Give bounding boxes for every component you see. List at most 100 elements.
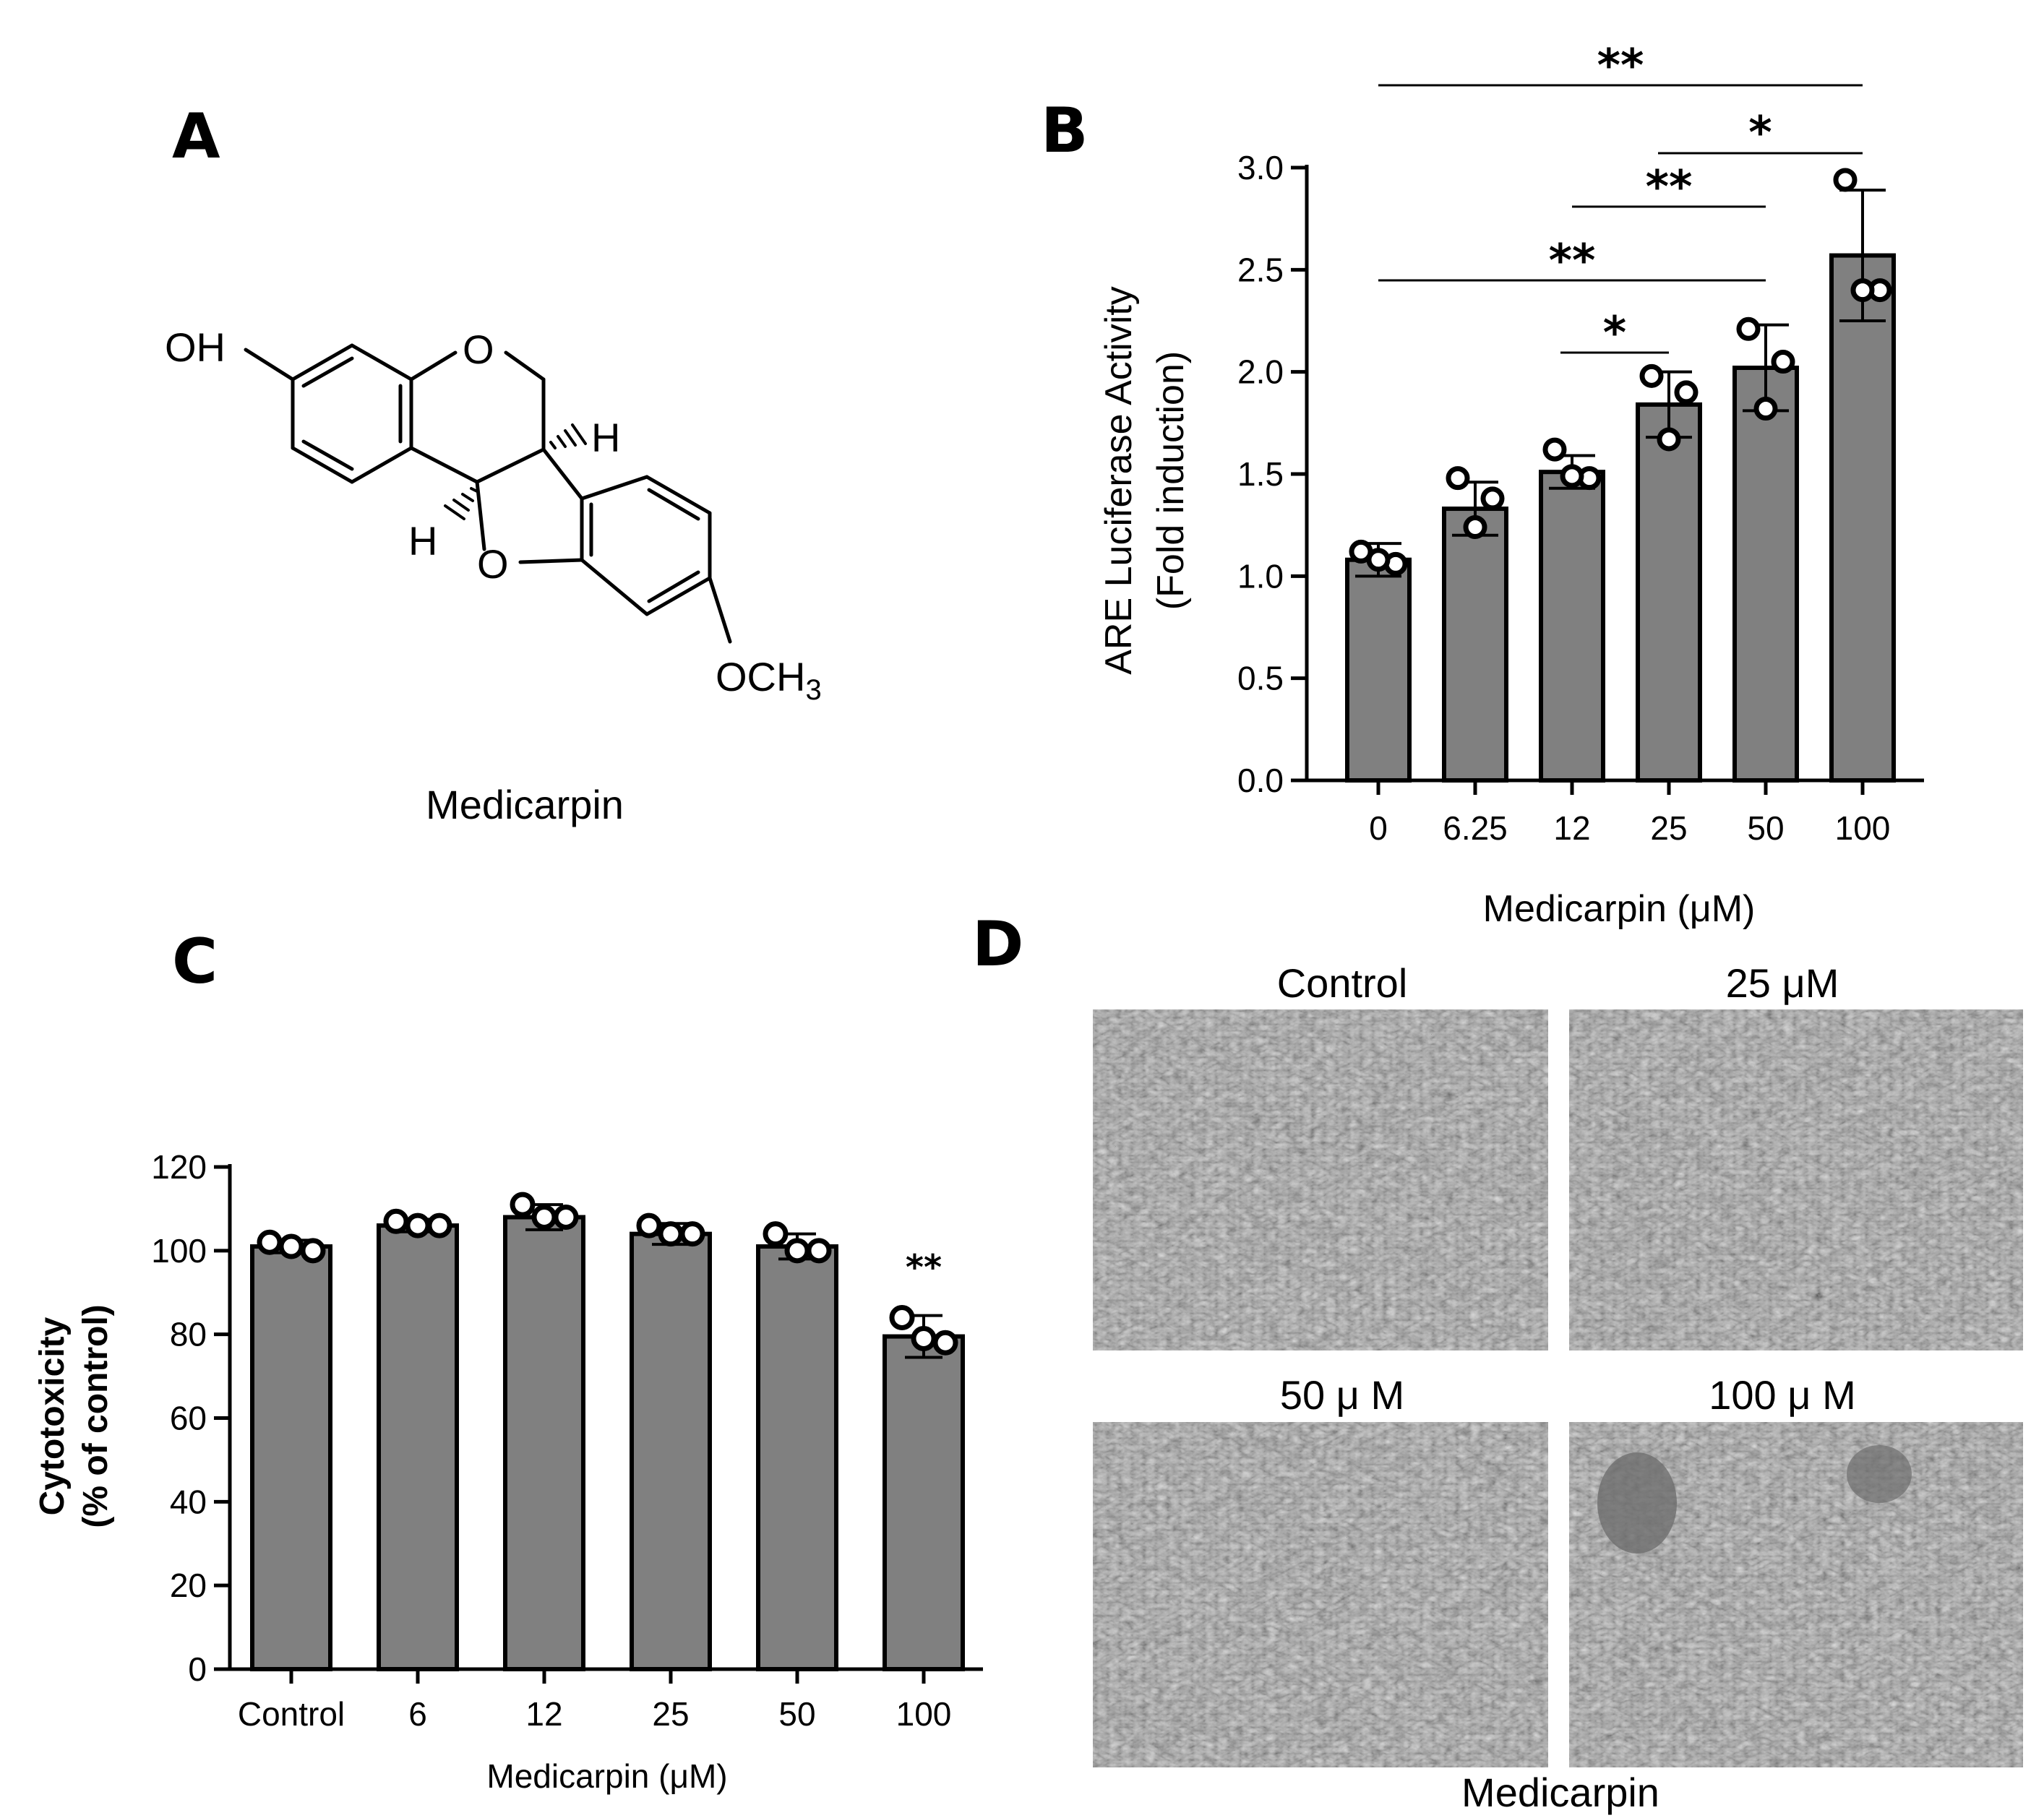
micrograph-grid: Control 25 μM 50 μ M 100 μ M Medicarpin: [1093, 960, 2023, 1815]
micrograph-50um: [1093, 1422, 1548, 1767]
x-tick-label: 100: [1835, 809, 1891, 847]
micrograph-100um-dark-region: [1597, 1452, 1677, 1554]
atom-h-left: H: [408, 518, 437, 564]
panel-letter-a: A: [172, 100, 220, 173]
x-tick-label: 50: [1747, 809, 1784, 847]
micrograph-caption: Medicarpin: [1461, 1770, 1659, 1815]
hashed-bond-right: [549, 423, 587, 449]
significance-label: **: [1549, 234, 1596, 287]
y-tick-label: 0.5: [1237, 660, 1284, 697]
bar-12: [1539, 470, 1605, 783]
chart-c-xlabel: Medicarpin (μM): [486, 1757, 727, 1795]
atom-oh: OH: [165, 324, 226, 370]
bar-6.25: [1442, 507, 1508, 783]
significance-label: **: [1597, 39, 1644, 92]
data-point: [1674, 380, 1699, 405]
atom-o-furan: O: [477, 541, 509, 587]
micrograph-100um: [1569, 1422, 2023, 1767]
data-point: [636, 1212, 662, 1238]
bar-25: [630, 1231, 712, 1671]
x-tick-label: 25: [1650, 809, 1687, 847]
data-point: [383, 1208, 409, 1234]
micrograph-label-25: 25 μM: [1726, 960, 1839, 1006]
data-point: [1542, 437, 1567, 462]
bar-50: [756, 1244, 838, 1671]
bar-6: [377, 1223, 459, 1672]
chart-c: 0 20 40 60 80 100 120 Control 6 12 25 50 100 ** Medic…: [33, 1148, 983, 1795]
data-point: [658, 1221, 684, 1247]
atom-och3: OCH3: [716, 654, 822, 706]
data-point: [426, 1212, 452, 1238]
y-tick-label: 80: [170, 1316, 207, 1353]
bar-100: [883, 1334, 965, 1671]
micrograph-100um-dark-region-2: [1847, 1445, 1912, 1503]
x-tick-label: 6.25: [1443, 809, 1508, 847]
data-point: [1366, 548, 1391, 572]
y-tick-label: 1.5: [1237, 455, 1284, 493]
micrograph-label-50: 50 μ M: [1280, 1372, 1404, 1418]
data-point: [1480, 486, 1505, 511]
significance-label: *: [1603, 306, 1626, 359]
panel-letter-c: C: [172, 926, 218, 998]
significance-label: **: [1646, 160, 1693, 213]
y-tick-label: 3.0: [1237, 149, 1284, 186]
data-point: [300, 1238, 326, 1264]
x-tick-label: Control: [238, 1695, 345, 1733]
data-point: [405, 1212, 431, 1238]
micrograph-label-100: 100 μ M: [1709, 1372, 1855, 1418]
y-tick-label: 20: [170, 1567, 207, 1604]
x-tick-label: 0: [1369, 809, 1388, 847]
chart-b-xlabel: Medicarpin (μM): [1483, 888, 1756, 930]
bar-Control: [250, 1244, 332, 1671]
atom-h-right: H: [591, 415, 620, 460]
data-point: [1639, 363, 1664, 388]
data-point: [679, 1221, 705, 1247]
micrograph-25um: [1569, 1009, 2023, 1350]
data-point: [1736, 316, 1761, 341]
data-point: [1657, 427, 1681, 452]
chart-c-ylabel-line1: Cytotoxicity: [33, 1317, 72, 1515]
data-point: [1446, 466, 1470, 491]
y-tick-label: 1.0: [1237, 557, 1284, 595]
data-point: [278, 1233, 304, 1259]
data-point: [1560, 464, 1584, 488]
x-tick-label: 12: [1553, 809, 1590, 847]
micrograph-control: [1093, 1009, 1548, 1350]
y-tick-label: 60: [170, 1400, 207, 1437]
bar-100: [1829, 253, 1896, 783]
y-tick-label: 120: [151, 1148, 207, 1186]
data-point: [763, 1221, 789, 1247]
x-tick-label: 12: [525, 1695, 562, 1733]
chart-b-ylabel-line2: (Fold induction): [1150, 351, 1192, 610]
data-point: [257, 1229, 283, 1255]
x-tick-label: 25: [652, 1695, 689, 1733]
x-tick-label: 50: [778, 1695, 815, 1733]
hashed-bond-left: [444, 487, 478, 520]
bar-25: [1636, 402, 1702, 783]
chart-b: 0.00.51.01.52.02.53.00 6.25 12 25 50 100*****…: [1098, 39, 1924, 930]
data-point: [1771, 350, 1795, 374]
y-tick-label: 40: [170, 1483, 207, 1520]
data-point: [510, 1192, 536, 1218]
significance-label: *: [1748, 106, 1772, 159]
bar-12: [503, 1215, 585, 1671]
significance-label: **: [906, 1248, 942, 1288]
panel-letter-d: D: [972, 908, 1023, 981]
data-point: [1833, 168, 1858, 192]
structure-caption: Medicarpin: [426, 782, 624, 827]
data-point: [553, 1205, 579, 1230]
bar-50: [1732, 366, 1799, 783]
data-point: [911, 1325, 937, 1351]
x-tick-label: 6: [408, 1695, 427, 1733]
y-tick-label: 100: [151, 1232, 207, 1270]
data-point: [784, 1238, 810, 1264]
y-tick-label: 2.0: [1237, 353, 1284, 391]
chart-c-plot: 0 20 40 60 80 100 120 Control 6 12 25 50 100 **: [151, 1148, 983, 1733]
data-point: [1850, 278, 1875, 303]
panel-letter-b: B: [1041, 95, 1088, 167]
data-point: [889, 1305, 915, 1330]
x-tick-label: 100: [896, 1695, 952, 1733]
bar-0: [1345, 557, 1412, 783]
chart-b-ylabel-line1: ARE Luciferase Activity: [1098, 286, 1140, 675]
data-point: [806, 1238, 832, 1264]
